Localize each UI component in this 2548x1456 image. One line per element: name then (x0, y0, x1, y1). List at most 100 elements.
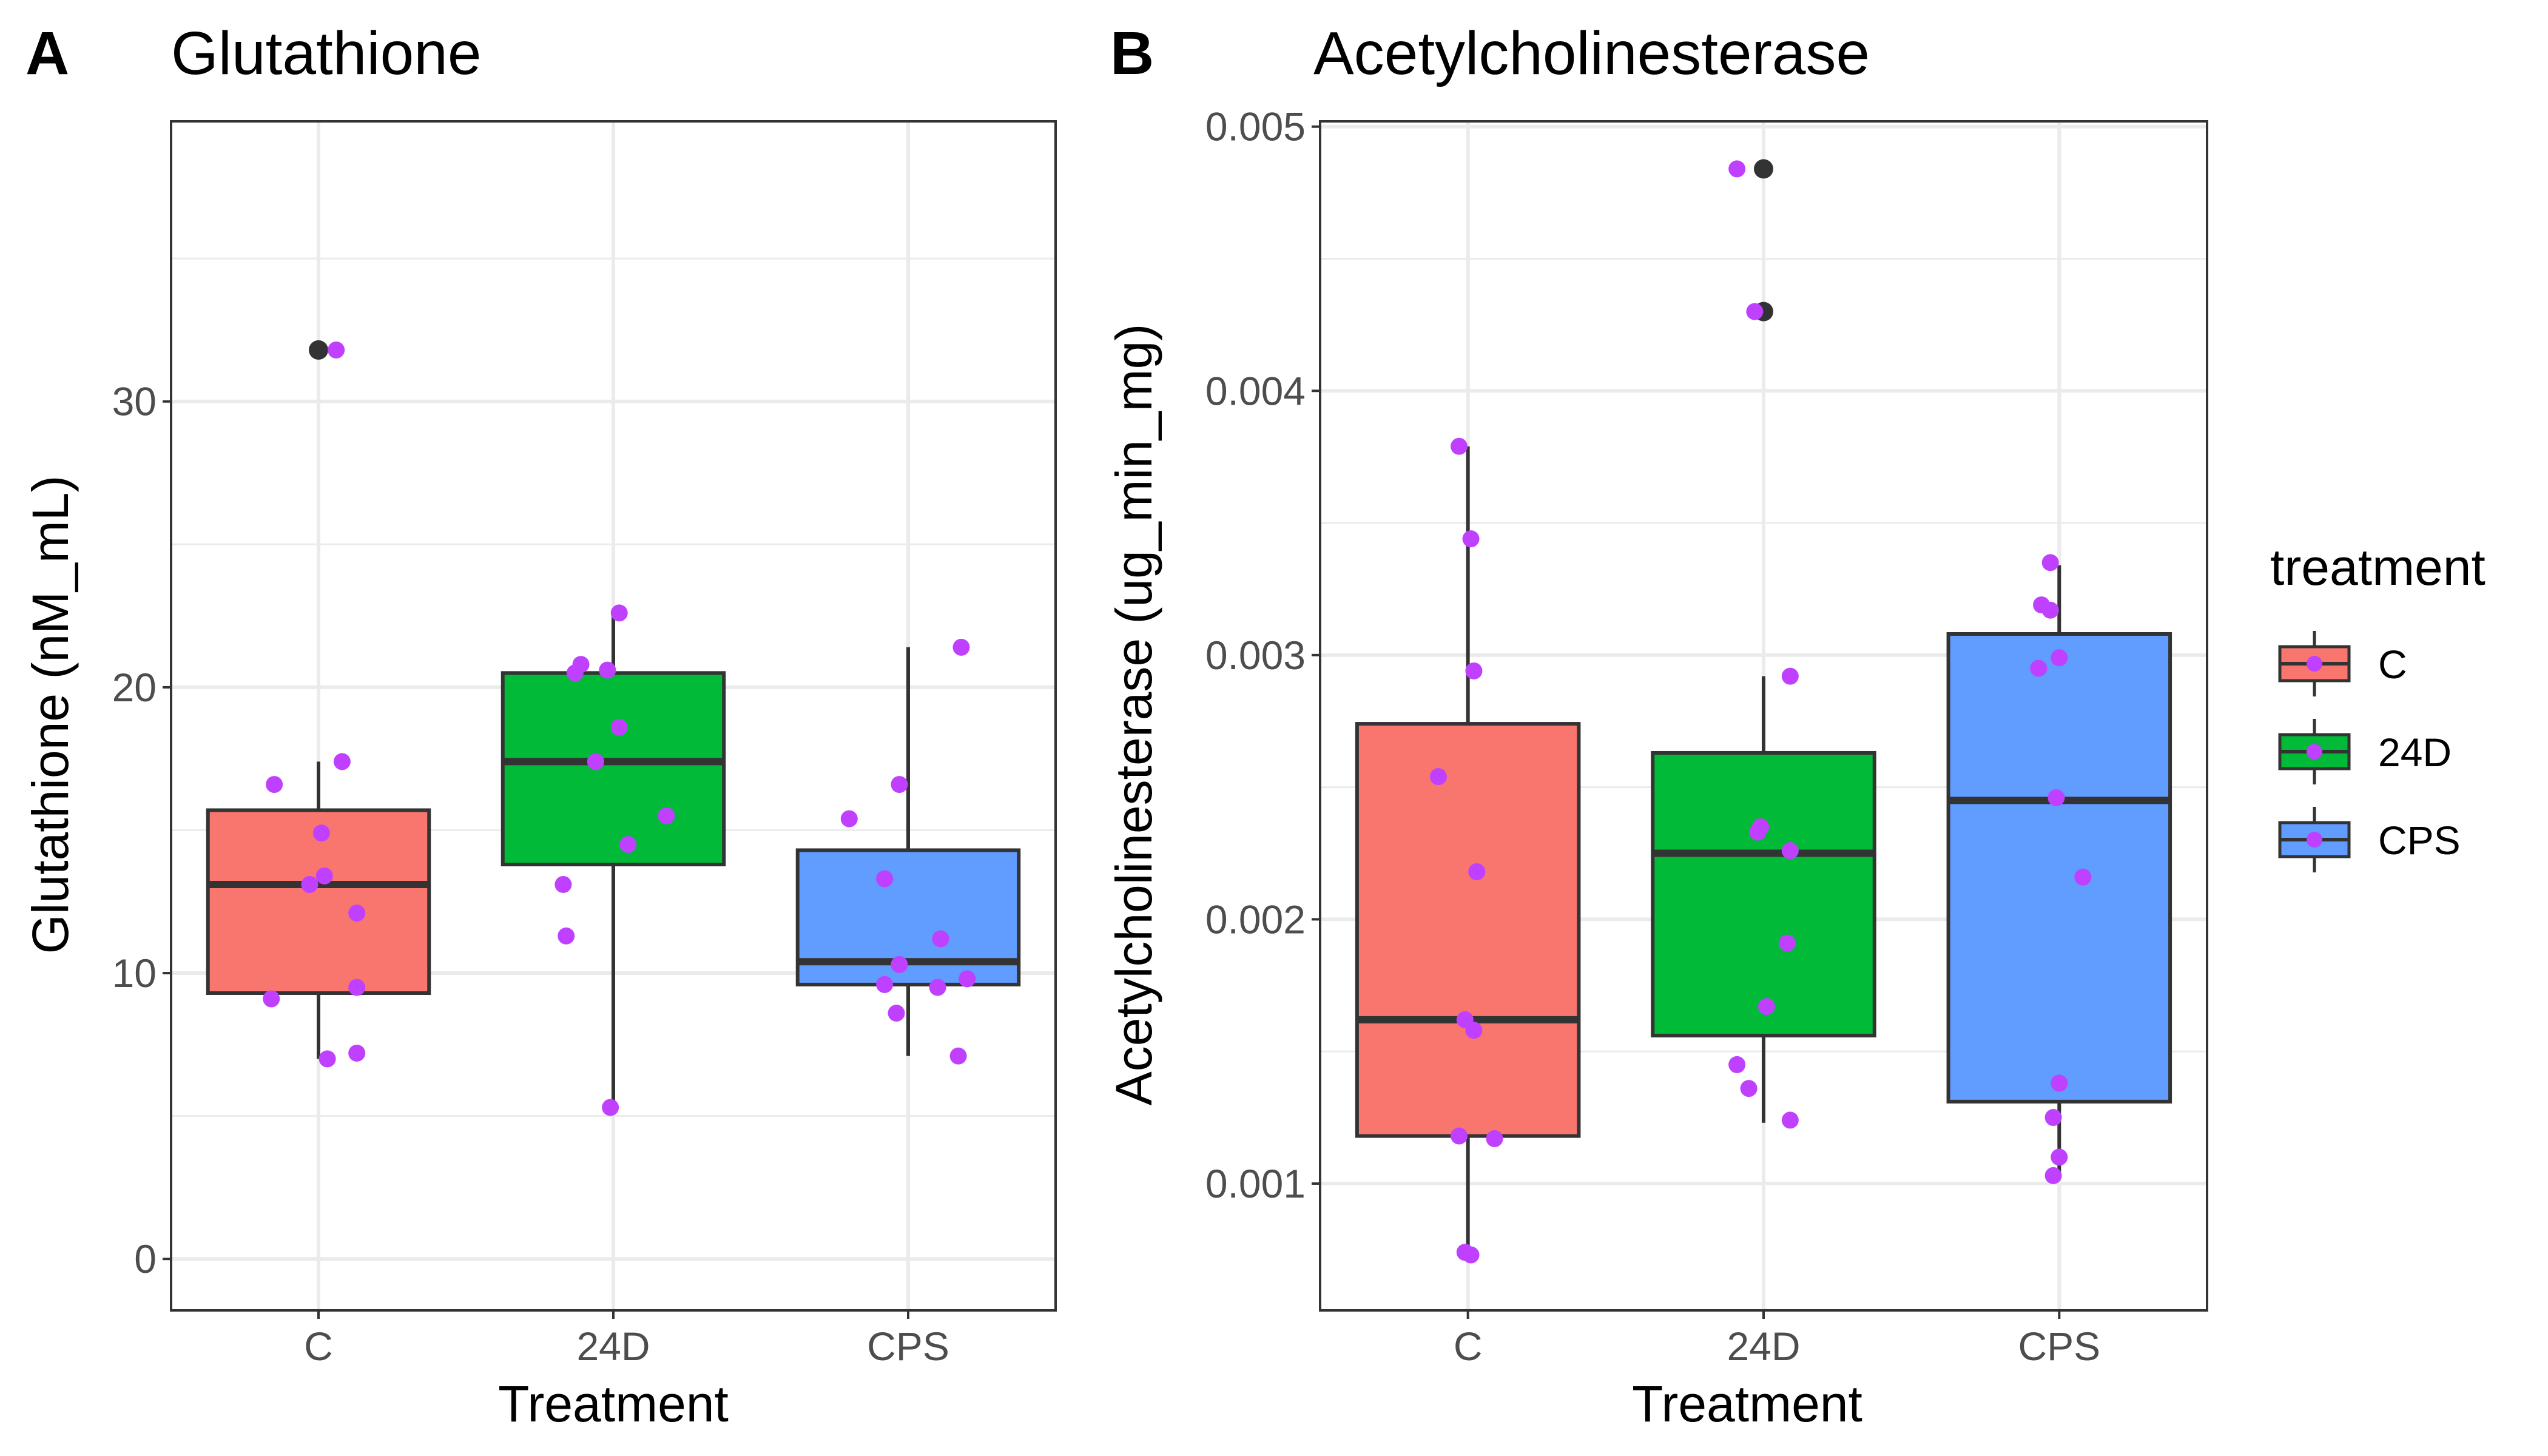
panel-b-data-point-cps (2051, 1074, 2068, 1092)
panel-a-data-point-c (348, 979, 366, 996)
panel-b-data-point-24d (1746, 303, 1764, 320)
panel-a-data-point-cps (952, 638, 970, 656)
legend-point-c (2307, 656, 2322, 672)
panel-b-data-point-c (1429, 768, 1447, 786)
panel-a-data-point-24d (658, 807, 675, 824)
panel-b-data-point-cps (2074, 868, 2092, 886)
panel-a-data-point-cps (891, 956, 908, 973)
panel-a-data-point-cps (876, 870, 894, 888)
panel-b-x-tick-label-c: C (1454, 1324, 1483, 1369)
panel-b-data-point-cps (2041, 601, 2059, 619)
panel-a-data-point-c (318, 1050, 336, 1068)
panel-a-data-point-24d (610, 718, 628, 736)
legend-point-24d (2307, 744, 2322, 760)
panel-a-x-tick-label-24d: 24D (576, 1324, 650, 1369)
panel-b-data-point-c (1462, 1246, 1480, 1264)
panel-b-data-point-c (1451, 1127, 1468, 1145)
panel-a-data-point-c (348, 905, 366, 922)
panel-a-outlier-c (309, 340, 328, 360)
panel-b-data-point-cps (2044, 1109, 2062, 1127)
legend-label-cps: CPS (2378, 818, 2461, 863)
panel-b-box-24d (1651, 750, 1876, 1038)
panel-b-data-point-24d (1728, 160, 1746, 178)
panel-b-data-point-c (1462, 530, 1480, 548)
legend-key-24d: 24D (2278, 719, 2452, 784)
panel-a-data-point-c (301, 875, 318, 893)
panel-b-y-tick-label: 0.005 (1205, 104, 1306, 149)
panel-b-data-point-cps (2030, 659, 2048, 677)
panel-b-data-point-24d (1749, 823, 1767, 841)
panel-b-data-point-24d (1740, 1080, 1758, 1097)
panel-b-y-tick-label: 0.004 (1205, 368, 1306, 413)
panel-a-box-c (206, 808, 431, 996)
panel-a-plot-area: 0 10 20 30 C 24D CPS (112, 120, 1057, 1369)
panel-a-data-point-cps (959, 970, 976, 988)
panel-a-data-point-cps (888, 1005, 905, 1022)
panel-a-letter: A (25, 19, 69, 87)
panel-a-y-tick-label: 10 (112, 951, 157, 996)
panel-b-y-tick-label: 0.001 (1205, 1161, 1306, 1206)
panel-b-letter: B (1110, 19, 1154, 87)
panel-a-data-point-c (348, 1044, 366, 1062)
panel-b-box-c (1355, 722, 1581, 1138)
panel-b-data-point-24d (1781, 1111, 1799, 1129)
panel-b-data-point-cps (2051, 1148, 2068, 1166)
panel-b-data-point-24d (1728, 1056, 1746, 1073)
panel-a-data-point-c (315, 867, 333, 885)
legend-key-cps: CPS (2278, 807, 2461, 872)
panel-a-data-point-24d (619, 836, 637, 854)
panel-b-data-point-cps (2041, 554, 2059, 571)
panel-a-data-point-24d (558, 927, 575, 945)
panel-a-data-point-c (263, 990, 280, 1008)
panel-a-data-point-24d (587, 753, 604, 770)
panel-b-title: Acetylcholinesterase (1313, 19, 1870, 87)
panel-b-data-point-24d (1778, 934, 1796, 952)
panel-b-x-tick-label-24d: 24D (1727, 1324, 1800, 1369)
panel-a-data-point-c (328, 341, 345, 359)
panel-a-data-point-24d (602, 1099, 619, 1116)
panel-a-data-point-c (312, 824, 330, 842)
panel-a: A Glutathione 0 10 20 30 C 24D CPS Treatment G… (22, 19, 1057, 1432)
panel-b-box-cps (1946, 632, 2172, 1104)
panel-b-data-point-c (1465, 662, 1483, 679)
panel-a-data-point-24d (610, 604, 628, 622)
panel-b-x-tick-label-cps: CPS (2018, 1324, 2100, 1369)
panel-a-data-point-cps (891, 776, 908, 794)
panel-a-data-point-cps (840, 810, 858, 827)
panel-a-box-24d (500, 671, 726, 866)
panel-a-x-tick-label-cps: CPS (867, 1324, 949, 1369)
panel-b-data-point-24d (1781, 667, 1799, 685)
panel-b-data-point-cps (2044, 1167, 2062, 1184)
panel-b-x-axis-title: Treatment (1632, 1375, 1862, 1432)
panel-b-y-tick-label: 0.003 (1205, 633, 1306, 678)
legend-label-c: C (2378, 642, 2407, 687)
legend-title: treatment (2270, 539, 2486, 596)
panel-a-y-tick-label: 0 (134, 1236, 157, 1281)
panel-a-x-tick-label-c: C (304, 1324, 333, 1369)
panel-b-data-point-24d (1758, 998, 1775, 1016)
legend-key-c: C (2278, 631, 2407, 696)
panel-a-data-point-cps (949, 1047, 967, 1065)
panel-b: B Acetylcholinesterase 0.0010.0020.0030.… (1105, 19, 2208, 1432)
panel-b-data-point-cps (2051, 649, 2068, 667)
panel-b-y-axis-title: Acetylcholinesterase (ug_min_mg) (1105, 324, 1162, 1106)
panel-a-data-point-cps (876, 976, 894, 993)
panel-a-title: Glutathione (171, 19, 481, 87)
panel-b-data-point-c (1451, 437, 1468, 455)
panel-a-data-point-24d (572, 656, 590, 673)
panel-a-data-point-c (266, 776, 283, 794)
panel-b-plot-area: 0.001 0.002 0.003 0.004 0.005 C 24D CPS (1205, 104, 2208, 1369)
panel-a-data-point-24d (599, 661, 616, 679)
panel-a-y-tick-label: 20 (112, 665, 157, 710)
panel-a-y-tick-label: 30 (112, 379, 157, 424)
panel-a-data-point-cps (929, 979, 946, 996)
panel-b-data-point-c (1468, 863, 1486, 880)
panel-a-data-point-24d (554, 875, 572, 893)
panel-a-data-point-c (333, 753, 351, 770)
panel-b-data-point-24d (1781, 842, 1799, 860)
panel-b-data-point-c (1465, 1022, 1483, 1039)
panel-b-data-point-cps (2048, 789, 2065, 807)
panel-a-data-point-cps (932, 930, 949, 948)
legend: treatment C 24D CPS (2270, 539, 2486, 872)
